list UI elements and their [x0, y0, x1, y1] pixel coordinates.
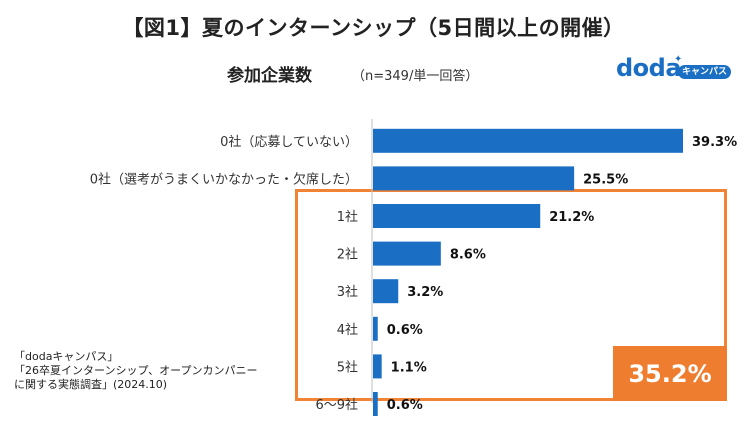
value-label-4: 3.2% [407, 285, 443, 300]
logo-badge: キャンパス [678, 65, 732, 79]
highlight-box [295, 189, 727, 401]
bar-7 [373, 392, 378, 416]
logo-text: doda [616, 54, 682, 82]
category-label-5: 4社 [337, 322, 358, 338]
value-label-6: 1.1% [391, 360, 427, 375]
value-label-3: 8.6% [450, 248, 486, 263]
category-label-1: 0社（選考がうまくいかなかった・欠席した） [90, 171, 358, 187]
category-label-3: 2社 [337, 247, 358, 263]
category-label-7: 6～9社 [315, 397, 358, 413]
category-label-4: 3社 [337, 284, 358, 300]
source-line-3: に関する実態調査」(2024.10) [14, 378, 168, 391]
value-label-1: 25.5% [583, 172, 628, 187]
bar-5 [373, 316, 378, 341]
category-label-6: 5社 [337, 359, 358, 375]
value-label-7: 0.6% [387, 398, 423, 413]
sparkle-icon: ✦ [674, 54, 683, 65]
chart-subtitle: 参加企業数 [227, 66, 312, 86]
source-line-2: 「26卒夏インターンシップ、オープンカンパニー [14, 364, 258, 377]
source-note: 「dodaキャンパス」 「26卒夏インターンシップ、オープンカンパニー に関する… [14, 350, 257, 392]
value-label-2: 21.2% [549, 210, 594, 225]
category-label-0: 0社（応募していない） [220, 134, 358, 150]
bar-4 [373, 279, 399, 304]
value-label-0: 39.3% [692, 135, 737, 150]
bar-1 [373, 166, 575, 191]
bar-6 [373, 354, 382, 379]
bar-2 [373, 204, 541, 228]
highlight-total-badge: 35.2% [613, 346, 727, 401]
sample-note: （n=349/単一回答） [352, 69, 479, 84]
chart-title: 【図1】夏のインターンシップ（5日間以上の開催） [122, 16, 625, 40]
source-line-1: 「dodaキャンパス」 [14, 350, 119, 363]
category-label-2: 1社 [337, 209, 358, 225]
bar-0 [373, 128, 683, 153]
value-label-5: 0.6% [387, 323, 423, 338]
bar-3 [373, 241, 441, 266]
doda-campus-logo: doda ✦ キャンパス [616, 54, 734, 84]
